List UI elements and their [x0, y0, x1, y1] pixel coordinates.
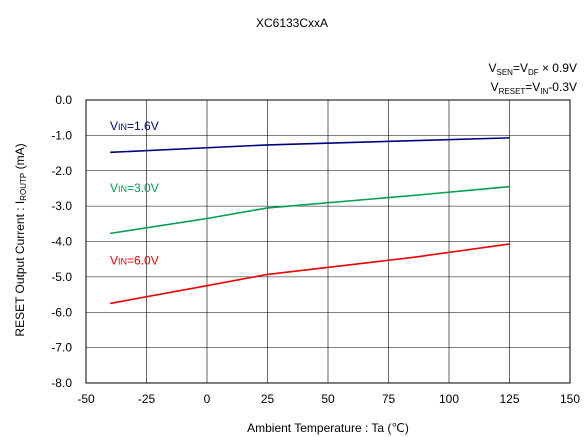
series-label-1: VIN=1.6V: [110, 119, 159, 133]
y-tick-label: -4.0: [51, 235, 72, 249]
x-tick-label: 25: [261, 392, 275, 406]
x-axis-ticks: -50 -25 0 25 50 75 100 125 150: [77, 392, 580, 406]
y-tick-label: -2.0: [51, 164, 72, 178]
series-line-2: [110, 185, 510, 235]
y-axis-ticks: 0.0 -1.0 -2.0 -3.0 -4.0 -5.0 -6.0 -7.0 -8.0: [51, 93, 72, 390]
series-group: [110, 137, 510, 305]
y-tick-label: -5.0: [51, 270, 72, 284]
x-tick-label: 125: [499, 392, 519, 406]
y-axis-label: RESET Output Current : IROUTP (mA): [13, 143, 28, 336]
y-tick-label: -7.0: [51, 341, 72, 355]
chart-title: XC6133CxxA: [256, 16, 328, 30]
series-label-2: VIN=3.0V: [110, 181, 159, 195]
condition-line-1: VSEN=VDF × 0.9V: [488, 61, 577, 77]
condition-line-2: VRESET=VIN-0.3V: [491, 80, 577, 96]
x-tick-label: 0: [204, 392, 211, 406]
series-labels: VIN=1.6V VIN=3.0V VIN=6.0V: [110, 119, 159, 267]
x-tick-label: -25: [138, 392, 156, 406]
x-tick-label: 50: [321, 392, 335, 406]
plot-area: [85, 99, 571, 384]
x-tick-label: 75: [382, 392, 396, 406]
y-tick-label: 0.0: [55, 93, 72, 107]
y-axis-label-main: RESET Output Current : I: [13, 201, 27, 337]
y-tick-label: -1.0: [51, 128, 72, 142]
y-tick-label: -6.0: [51, 305, 72, 319]
series-line-1: [110, 137, 510, 154]
x-axis-label: Ambient Temperature : Ta (℃): [247, 421, 409, 435]
y-axis-label-unit: (mA): [13, 143, 27, 172]
x-tick-label: -50: [77, 392, 95, 406]
x-tick-label: 150: [560, 392, 580, 406]
series-line-3: [110, 243, 510, 305]
x-tick-label: 100: [439, 392, 459, 406]
conditions: VSEN=VDF × 0.9V VRESET=VIN-0.3V: [488, 61, 577, 96]
y-axis-label-sub: ROUTP: [19, 173, 28, 201]
y-tick-label: -8.0: [51, 376, 72, 390]
series-label-3: VIN=6.0V: [110, 253, 159, 267]
y-tick-label: -3.0: [51, 199, 72, 213]
